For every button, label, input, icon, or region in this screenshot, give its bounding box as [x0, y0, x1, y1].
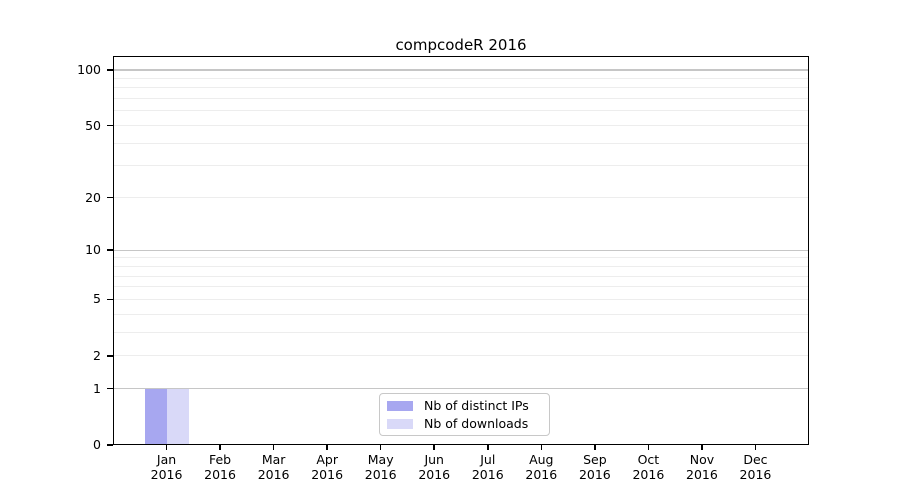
gridline-minor-8 — [113, 265, 809, 267]
gridline-minor-4 — [113, 313, 809, 315]
legend-item-downloads: Nb of downloads — [387, 416, 549, 431]
y-axis-tick-label: 100 — [77, 62, 101, 77]
legend-label-downloads: Nb of downloads — [424, 416, 529, 431]
y-axis-tick-0 — [107, 444, 113, 446]
x-axis-label-sep: Sep 2016 — [567, 452, 623, 482]
x-axis-label-year: 2016 — [311, 467, 344, 482]
x-axis-label-year: 2016 — [632, 467, 665, 482]
x-axis-label-month: May — [367, 452, 394, 467]
y-axis-tick-label: 0 — [93, 437, 101, 452]
x-axis-tick-jun — [433, 445, 436, 450]
y-axis-tick-50 — [107, 124, 113, 127]
gridline-minor-9 — [113, 257, 809, 259]
x-axis-tick-sep — [594, 445, 596, 450]
x-axis-label-month: Apr — [316, 452, 338, 467]
x-axis-label-month: Jun — [424, 452, 444, 467]
x-axis-label-month: Mar — [261, 452, 286, 467]
y-axis-tick-1 — [107, 387, 113, 390]
gridline-minor-40 — [113, 142, 809, 144]
gridline-major-10 — [113, 249, 809, 251]
x-axis-tick-apr — [326, 445, 328, 450]
x-axis-label-month: Sep — [583, 452, 607, 467]
x-axis-label-jul: Jul 2016 — [460, 452, 516, 482]
gridline-major-1 — [113, 388, 809, 390]
x-axis-label-year: 2016 — [418, 467, 451, 482]
gridline-minor-6 — [113, 286, 809, 288]
y-axis-tick-100 — [107, 69, 113, 71]
gridline-minor-2 — [113, 355, 809, 357]
y-axis-tick-20 — [107, 196, 113, 199]
x-axis-label-mar: Mar 2016 — [246, 452, 302, 482]
x-axis-tick-nov — [701, 445, 703, 450]
x-axis-label-month: Jan — [156, 452, 177, 467]
plot-area — [113, 56, 809, 445]
x-axis-label-apr: Apr 2016 — [299, 452, 355, 482]
y-axis-tick-label: 50 — [85, 117, 101, 133]
x-axis-tick-may — [379, 445, 382, 450]
gridline-minor-20 — [113, 197, 809, 199]
x-axis-label-year: 2016 — [471, 467, 504, 482]
bar-jan-nb-of-distinct-ips — [144, 388, 167, 445]
x-axis-tick-mar — [272, 445, 275, 450]
x-axis-label-aug: Aug 2016 — [513, 452, 569, 482]
y-axis-tick-2 — [107, 354, 113, 357]
x-axis-tick-jan — [165, 445, 168, 450]
gridline-minor-30 — [113, 165, 809, 167]
x-axis-label-feb: Feb 2016 — [192, 452, 248, 482]
x-axis-label-year: 2016 — [686, 467, 718, 482]
x-axis-label-month: Aug — [529, 452, 554, 467]
bar-jan-nb-of-downloads — [166, 388, 189, 445]
gridline-minor-50 — [113, 125, 809, 127]
legend-label-distinct-ips: Nb of distinct IPs — [424, 398, 529, 413]
x-axis-label-year: 2016 — [150, 467, 183, 482]
x-axis-label-oct: Oct 2016 — [620, 452, 676, 482]
gridline-minor-7 — [113, 275, 809, 277]
y-axis-tick-5 — [107, 298, 113, 301]
x-axis-label-jan: Jan 2016 — [139, 452, 195, 482]
legend-swatch-downloads — [387, 418, 413, 429]
x-axis-tick-dec — [754, 445, 757, 450]
gridline-minor-3 — [113, 331, 809, 333]
legend: Nb of distinct IPs Nb of downloads — [379, 393, 550, 436]
x-axis-tick-oct — [647, 445, 650, 450]
y-axis-tick-label: 10 — [85, 242, 101, 258]
x-axis-label-month: Oct — [637, 452, 660, 467]
y-axis-tick-label: 2 — [93, 347, 101, 363]
x-axis-label-month: Jul — [480, 452, 496, 467]
chart-title: compcodeR 2016 — [395, 36, 527, 54]
y-axis-tick-label: 20 — [85, 189, 101, 205]
x-axis-label-year: 2016 — [525, 467, 558, 482]
x-axis-tick-aug — [540, 445, 543, 450]
gridline-minor-5 — [113, 298, 809, 300]
gridline-minor-60 — [113, 110, 809, 112]
x-axis-label-month: Dec — [743, 452, 768, 467]
gridline-minor-90 — [113, 77, 809, 79]
y-axis-tick-label: 5 — [93, 291, 101, 307]
x-axis-label-jun: Jun 2016 — [406, 452, 462, 482]
x-axis-label-year: 2016 — [578, 467, 611, 482]
legend-item-distinct-ips: Nb of distinct IPs — [387, 398, 549, 413]
x-axis-label-nov: Nov 2016 — [674, 452, 730, 482]
x-axis-label-month: Nov — [689, 452, 715, 467]
x-axis-label-year: 2016 — [364, 467, 397, 482]
x-axis-label-may: May 2016 — [353, 452, 409, 482]
legend-swatch-distinct-ips — [387, 400, 413, 411]
x-axis-label-year: 2016 — [739, 467, 772, 482]
x-axis-label-year: 2016 — [257, 467, 290, 482]
x-axis-label-dec: Dec 2016 — [727, 452, 783, 482]
gridline-minor-70 — [113, 98, 809, 100]
gridline-minor-80 — [113, 87, 809, 89]
x-axis-label-year: 2016 — [204, 467, 236, 482]
y-axis-tick-label: 1 — [93, 380, 101, 396]
y-axis-tick-10 — [107, 249, 113, 251]
x-axis-tick-jul — [486, 445, 489, 450]
x-axis-tick-feb — [219, 445, 221, 450]
x-axis-label-month: Feb — [208, 452, 232, 467]
gridline-major-100 — [113, 69, 809, 71]
